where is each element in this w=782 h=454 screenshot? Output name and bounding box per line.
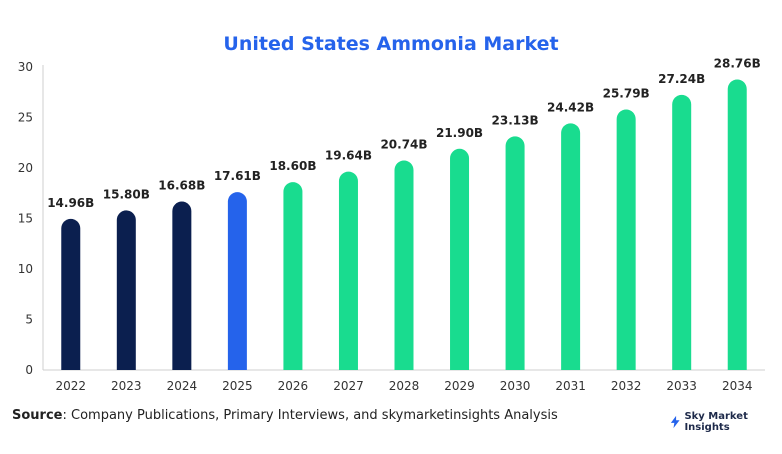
source-text: : Company Publications, Primary Intervie…: [62, 408, 558, 423]
x-tick-label: 2023: [111, 379, 142, 393]
data-label: 16.68B: [158, 179, 205, 193]
y-tick-label: 20: [18, 161, 33, 175]
bar: [227, 192, 247, 370]
x-tick-label: 2024: [167, 379, 198, 393]
x-tick-label: 2029: [444, 379, 475, 393]
x-tick-label: 2022: [55, 379, 86, 393]
x-tick-label: 2034: [722, 379, 753, 393]
lightning-icon: [670, 415, 680, 429]
data-label: 25.79B: [603, 87, 650, 101]
bar: [116, 210, 136, 370]
brand-logo: Sky Market Insights: [670, 411, 782, 433]
bar: [338, 171, 358, 370]
bar: [61, 218, 81, 370]
data-label: 18.60B: [269, 159, 316, 173]
bar: [172, 201, 192, 370]
y-tick-label: 0: [25, 363, 33, 377]
data-label: 21.90B: [436, 126, 483, 140]
x-tick-label: 2032: [611, 379, 642, 393]
y-tick-label: 10: [18, 262, 33, 276]
source-label: Source: [12, 408, 63, 423]
data-label: 20.74B: [380, 138, 427, 152]
x-tick-label: 2027: [333, 379, 364, 393]
data-label: 28.76B: [714, 57, 761, 71]
data-label: 14.96B: [47, 196, 94, 210]
x-tick-label: 2026: [278, 379, 309, 393]
x-tick-label: 2030: [500, 379, 531, 393]
chart-title: United States Ammonia Market: [223, 33, 559, 55]
source-note: Source: Company Publications, Primary In…: [12, 408, 558, 423]
data-label: 19.64B: [325, 149, 372, 163]
x-tick-label: 2031: [555, 379, 586, 393]
bar: [450, 148, 470, 370]
data-label: 27.24B: [658, 72, 705, 86]
x-tick-label: 2028: [389, 379, 420, 393]
y-tick-label: 25: [18, 111, 33, 125]
bar: [672, 94, 692, 370]
bar: [727, 79, 747, 371]
x-tick-label: 2033: [666, 379, 697, 393]
brand-name: Sky Market Insights: [684, 411, 748, 433]
y-tick-label: 5: [25, 313, 33, 327]
data-label: 15.80B: [103, 187, 150, 201]
data-label: 17.61B: [214, 169, 261, 183]
bar: [505, 136, 525, 370]
x-tick-label: 2025: [222, 379, 253, 393]
y-tick-label: 30: [18, 60, 33, 74]
y-tick-label: 15: [18, 212, 33, 226]
data-label: 23.13B: [492, 113, 539, 127]
bar: [283, 182, 303, 370]
bar: [561, 123, 581, 370]
bar: [616, 109, 636, 371]
data-label: 24.42B: [547, 100, 594, 114]
bar: [394, 160, 414, 370]
